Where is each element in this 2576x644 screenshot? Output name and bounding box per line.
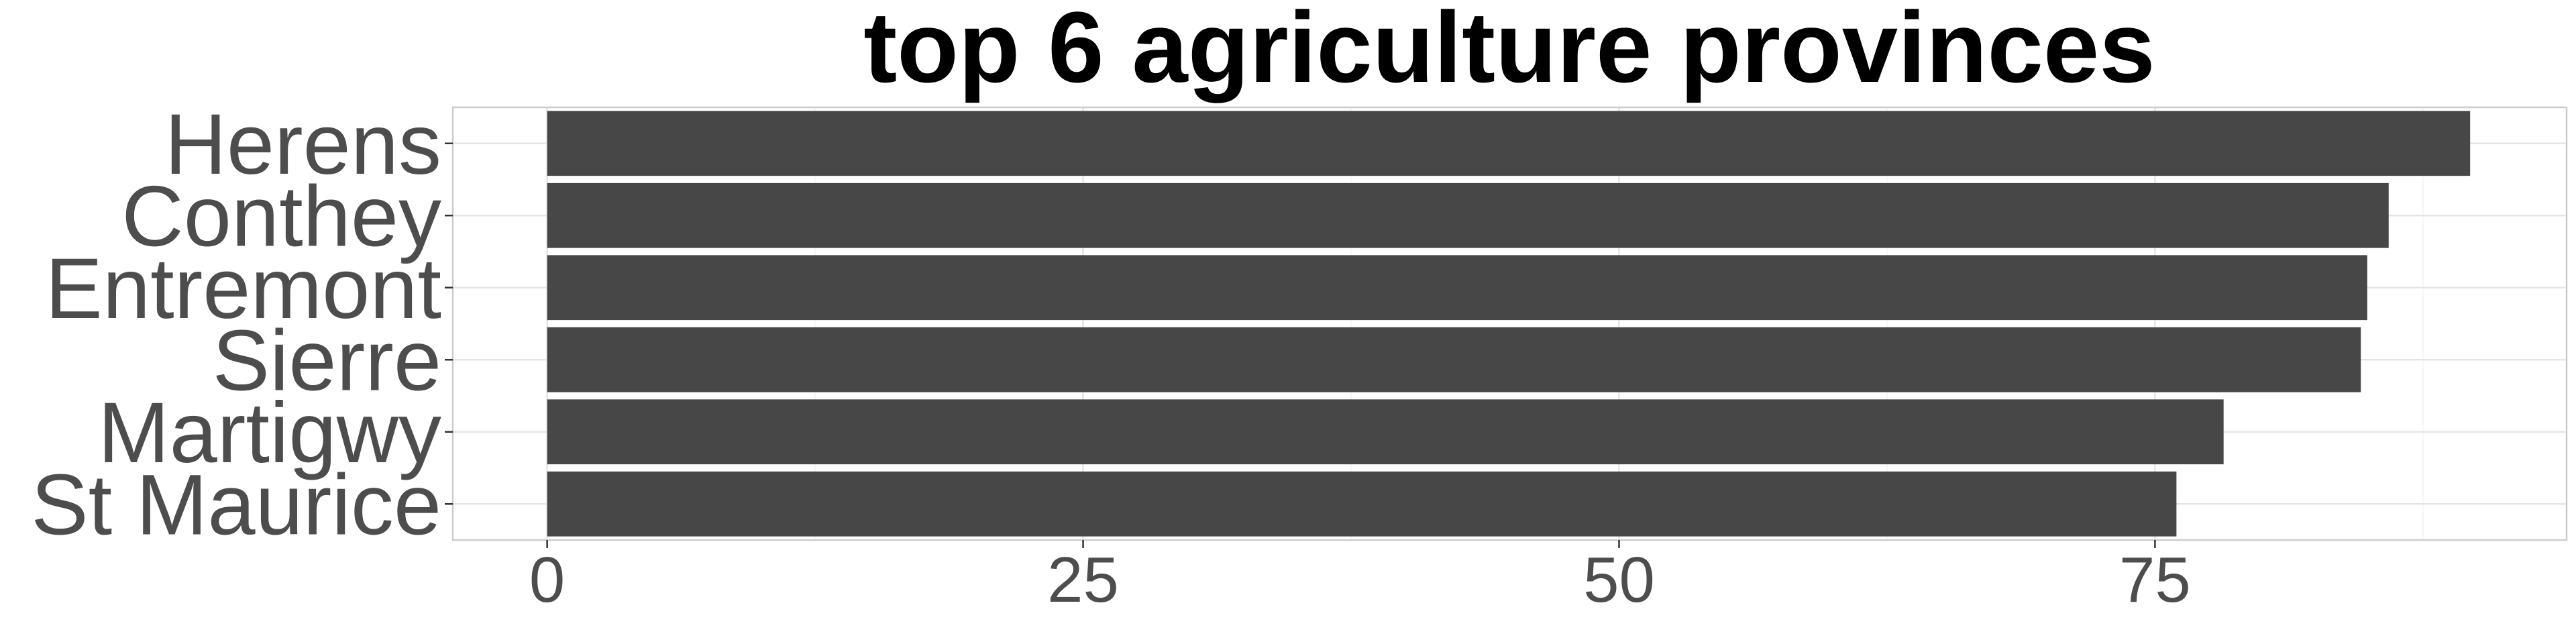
x-axis-labels: 0 25 50 75 [529,544,2191,616]
bar-herens [547,111,2471,176]
bars [547,111,2471,537]
bar-sierre [547,327,2361,392]
y-tick-label: Herens [164,97,441,193]
x-tick-label: 75 [2119,544,2191,616]
y-tick-label: Conthey [121,168,441,264]
bar-st-maurice [547,471,2177,537]
x-tick-label: 0 [529,544,565,616]
panel-border [451,106,2568,541]
y-axis-ticks [445,142,453,505]
bar-conthey [547,182,2389,248]
bar-entremont [547,255,2367,321]
y-tick-label: Sierre [213,313,441,409]
bar-martigwy [547,399,2224,465]
y-tick-label: St Maurice [31,457,441,553]
x-axis-ticks [546,540,2156,548]
x-tick-label: 25 [1047,544,1119,616]
chart-title: top 6 agriculture provinces [863,0,2155,103]
y-tick-label: Entremont [46,241,442,337]
y-tick-label: Martigwy [98,385,441,481]
x-tick-label: 50 [1583,544,1655,616]
